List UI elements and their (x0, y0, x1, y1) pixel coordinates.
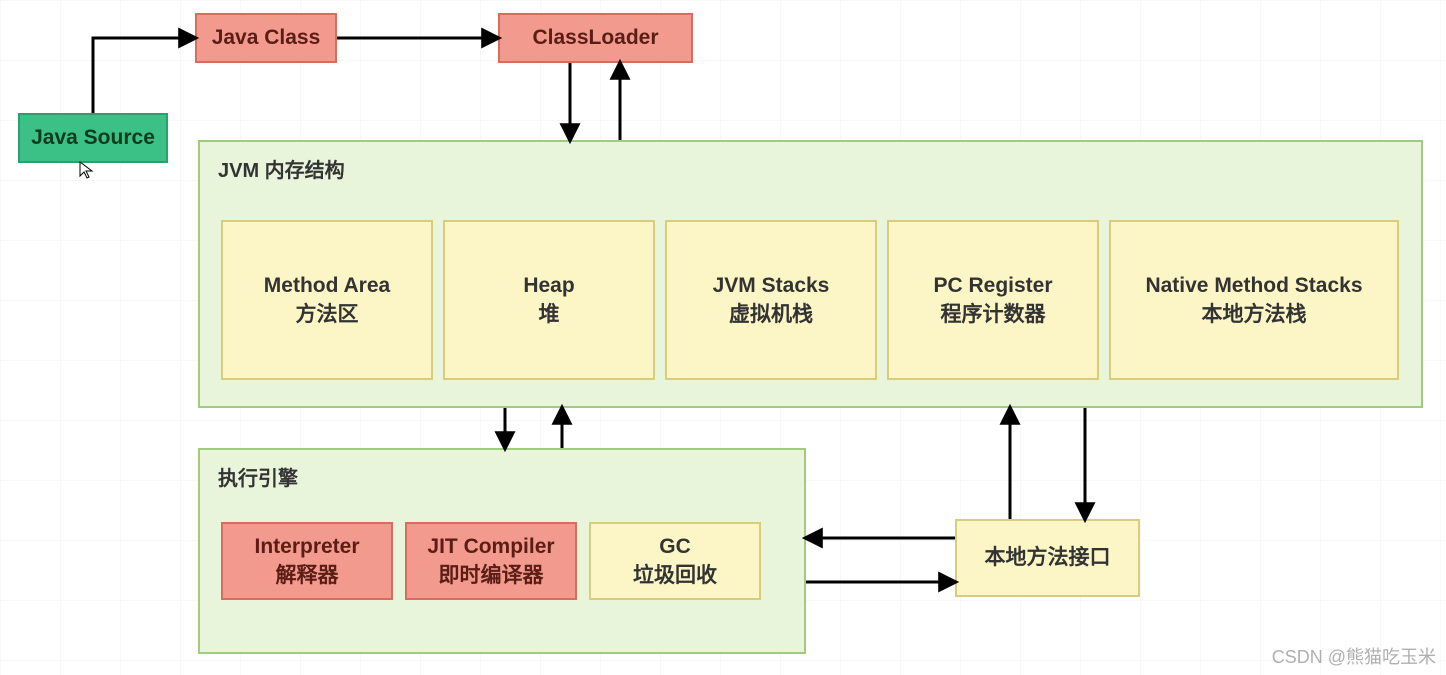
node-label: Method Area (264, 271, 390, 300)
node-label: Java Source (31, 123, 155, 152)
node-sublabel: 垃圾回收 (633, 561, 717, 590)
node-jit-compiler: JIT Compiler即时编译器 (405, 522, 577, 600)
node-sublabel: 堆 (539, 300, 560, 329)
node-sublabel: 虚拟机栈 (729, 300, 813, 329)
watermark-text: CSDN @熊猫吃玉米 (1272, 643, 1436, 669)
node-classloader: ClassLoader (498, 13, 693, 63)
node-sublabel: 即时编译器 (439, 561, 544, 590)
node-native-interface: 本地方法接口 (955, 519, 1140, 597)
cursor-icon (78, 160, 98, 180)
node-method-area: Method Area方法区 (221, 220, 433, 380)
node-label: GC (659, 532, 691, 561)
node-java-class: Java Class (195, 13, 337, 63)
container-title-engine: 执行引擎 (218, 462, 786, 491)
node-sublabel: 解释器 (276, 561, 339, 590)
node-gc: GC垃圾回收 (589, 522, 761, 600)
node-pc-register: PC Register程序计数器 (887, 220, 1099, 380)
node-label: Java Class (212, 23, 321, 52)
node-label: Native Method Stacks (1145, 271, 1362, 300)
node-java-source: Java Source (18, 113, 168, 163)
node-label: Interpreter (254, 532, 359, 561)
node-label: 本地方法接口 (985, 543, 1111, 572)
node-sublabel: 程序计数器 (941, 300, 1046, 329)
node-label: JVM Stacks (713, 271, 830, 300)
node-native-stacks: Native Method Stacks本地方法栈 (1109, 220, 1399, 380)
container-title-jvm: JVM 内存结构 (218, 154, 1403, 183)
node-label: PC Register (933, 271, 1052, 300)
node-label: ClassLoader (532, 23, 658, 52)
node-heap: Heap堆 (443, 220, 655, 380)
node-sublabel: 方法区 (296, 300, 359, 329)
node-sublabel: 本地方法栈 (1202, 300, 1307, 329)
node-jvm-stacks: JVM Stacks虚拟机栈 (665, 220, 877, 380)
node-interpreter: Interpreter解释器 (221, 522, 393, 600)
node-label: Heap (523, 271, 574, 300)
node-label: JIT Compiler (427, 532, 554, 561)
